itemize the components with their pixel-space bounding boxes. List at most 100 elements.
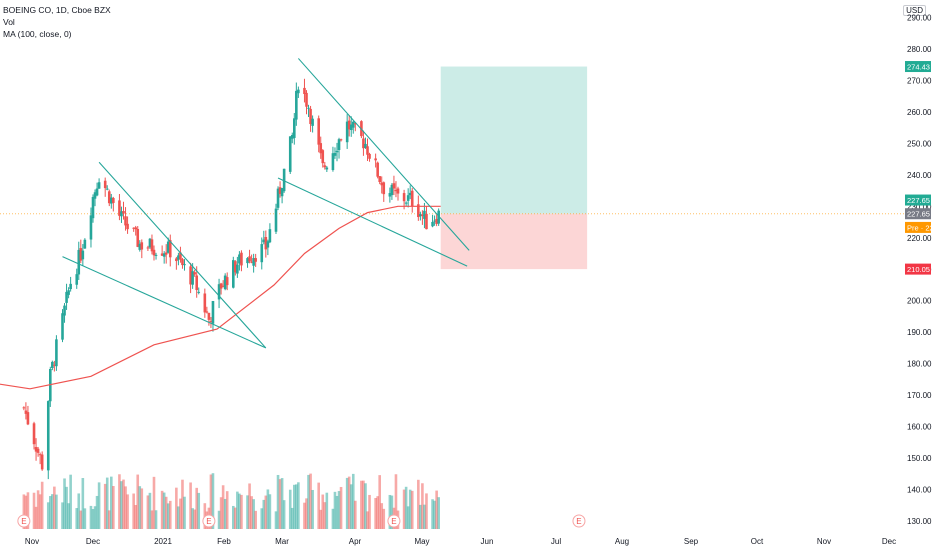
candle bbox=[225, 277, 229, 286]
candle bbox=[211, 301, 215, 324]
trendline-4[interactable] bbox=[277, 177, 468, 267]
candle bbox=[203, 293, 207, 313]
candle bbox=[321, 150, 325, 164]
volume-bar bbox=[221, 485, 225, 529]
volume-bar bbox=[282, 500, 286, 529]
volume-bar bbox=[368, 494, 371, 529]
profit-zone[interactable] bbox=[440, 66, 588, 214]
price-tick: 170.00 bbox=[907, 391, 932, 400]
volume-bar bbox=[136, 474, 140, 529]
candle bbox=[380, 182, 384, 186]
trendline-3[interactable] bbox=[297, 58, 470, 251]
candle bbox=[193, 272, 196, 275]
candle bbox=[118, 200, 121, 216]
candle bbox=[24, 410, 28, 414]
price-tick: 230.00 bbox=[907, 202, 932, 211]
candle bbox=[166, 241, 170, 253]
price-tag[interactable]: Pre · 227.63 bbox=[905, 221, 932, 233]
volume-bar bbox=[276, 474, 280, 529]
candle bbox=[46, 401, 50, 471]
time-axis[interactable]: Nov Dec 2021 Feb Mar Apr May Jun Jul Aug Sep Oct Nov… bbox=[25, 537, 896, 546]
volume-bar bbox=[91, 509, 95, 529]
volume-bar bbox=[148, 492, 152, 529]
ma-legend[interactable]: MA (100, close, 0) bbox=[3, 29, 72, 39]
candle bbox=[146, 247, 150, 249]
candle bbox=[268, 229, 272, 243]
loss-zone[interactable] bbox=[440, 213, 588, 270]
earnings-circle bbox=[17, 514, 31, 528]
volume-bar bbox=[437, 497, 440, 529]
volume-bar bbox=[55, 494, 58, 529]
price-tick: 190.00 bbox=[907, 328, 932, 337]
volume-bar bbox=[193, 509, 196, 529]
price-tag[interactable]: 274.43 bbox=[905, 61, 931, 73]
price-tag-bg bbox=[905, 194, 931, 206]
volume-bar bbox=[433, 500, 436, 529]
candle bbox=[309, 108, 312, 125]
candle bbox=[89, 215, 93, 240]
volume-bar bbox=[360, 480, 363, 529]
price-tick: 150.00 bbox=[907, 454, 932, 463]
candle bbox=[40, 454, 44, 470]
candle bbox=[160, 253, 164, 256]
candle bbox=[65, 291, 68, 303]
price-tag[interactable]: 227.65 bbox=[905, 208, 931, 220]
earnings-marker[interactable]: E bbox=[202, 514, 216, 528]
volume-bar bbox=[189, 482, 192, 529]
volume-bar bbox=[134, 505, 137, 529]
candle bbox=[317, 118, 320, 145]
volume-bar bbox=[240, 494, 243, 529]
candle bbox=[103, 180, 107, 189]
trendline-2[interactable] bbox=[62, 256, 267, 349]
price-tag[interactable]: 227.65 bbox=[905, 194, 931, 206]
earnings-marker[interactable]: E bbox=[17, 514, 31, 528]
time-label: Feb bbox=[217, 537, 231, 546]
candle bbox=[404, 202, 408, 204]
candle bbox=[95, 188, 99, 196]
symbol-title[interactable]: BOEING CO, 1D, Cboe BZX bbox=[3, 5, 111, 15]
ma-line[interactable] bbox=[0, 205, 441, 390]
earnings-marker[interactable]: E bbox=[572, 514, 586, 528]
candle bbox=[181, 259, 184, 266]
price-tag[interactable]: 210.05 bbox=[905, 263, 931, 275]
candle bbox=[364, 143, 367, 148]
volume-bar bbox=[266, 489, 270, 529]
trendline-1[interactable] bbox=[98, 161, 267, 349]
volume-bar bbox=[238, 493, 241, 529]
candle bbox=[152, 249, 156, 256]
volume-bar bbox=[321, 494, 325, 529]
volume-bar bbox=[154, 510, 158, 529]
candle bbox=[207, 312, 211, 320]
candle bbox=[354, 123, 357, 125]
candle bbox=[406, 195, 410, 201]
volume-bar bbox=[93, 506, 97, 529]
candle bbox=[93, 192, 97, 199]
price-tick: 260.00 bbox=[907, 108, 932, 117]
earnings-circle bbox=[202, 514, 216, 528]
volume-bar bbox=[61, 502, 64, 529]
candle bbox=[362, 138, 365, 149]
volume-bar bbox=[366, 511, 369, 529]
candle bbox=[266, 241, 270, 248]
time-label: Mar bbox=[275, 537, 289, 546]
candle bbox=[390, 184, 394, 196]
volume-legend[interactable]: Vol bbox=[3, 17, 15, 27]
candle bbox=[177, 255, 180, 260]
volume-bar bbox=[339, 486, 343, 529]
volume-bar bbox=[374, 497, 377, 529]
candle bbox=[217, 284, 221, 300]
earnings-label: E bbox=[391, 517, 396, 526]
volume-bar bbox=[290, 507, 294, 529]
volume-bar bbox=[232, 505, 235, 529]
price-axis[interactable]: 130.00 140.00 150.00 160.00 170.00 180.00 190.… bbox=[905, 14, 932, 526]
currency-badge[interactable]: USD bbox=[903, 5, 926, 16]
earnings-marker[interactable]: E bbox=[387, 514, 401, 528]
candle bbox=[232, 260, 235, 288]
candle bbox=[351, 121, 355, 128]
volume-bar bbox=[417, 479, 420, 529]
volume-bar bbox=[191, 508, 194, 529]
price-tick: 160.00 bbox=[907, 423, 932, 432]
candles-group bbox=[22, 78, 440, 480]
candle bbox=[297, 89, 300, 94]
